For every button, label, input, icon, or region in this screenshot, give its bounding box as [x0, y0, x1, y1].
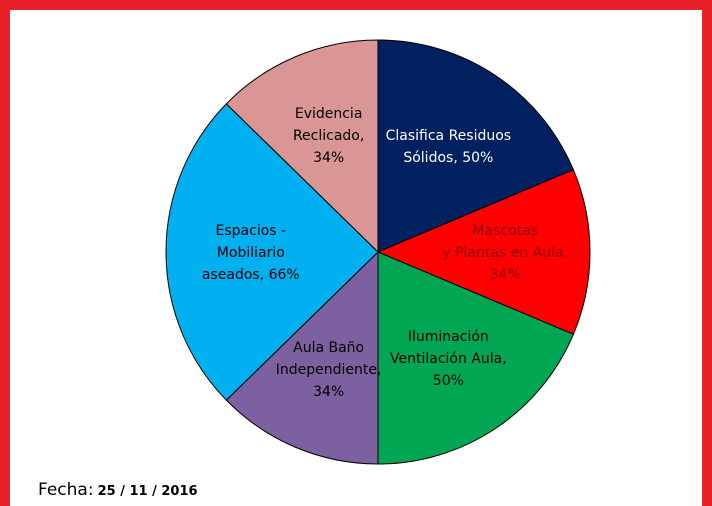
footer-date: 25 / 11 / 2016 [98, 484, 198, 499]
data-label: Iluminación Ventilación Aula, 50% [390, 329, 507, 389]
footer: Fecha: 25 / 11 / 2016 [38, 480, 198, 500]
data-label: Mascotas y Plantas en Aula, 34% [442, 223, 568, 283]
pie-slice [377, 39, 575, 253]
pie-slice [225, 39, 379, 254]
pie-slice [165, 103, 379, 401]
data-label: Espacios -Mobiliario aseados, 66% [202, 223, 300, 283]
footer-label: Fecha: [38, 480, 94, 500]
pie-slice [376, 169, 591, 335]
pie-slice [225, 250, 379, 465]
data-label: Clasifica Residuos Sólidos, 50% [386, 128, 512, 166]
pie-slice [377, 251, 575, 465]
data-label: Aula Baño Independiente, 34% [276, 340, 382, 400]
data-label: Evidencia Reclicado, 34% [293, 106, 364, 166]
